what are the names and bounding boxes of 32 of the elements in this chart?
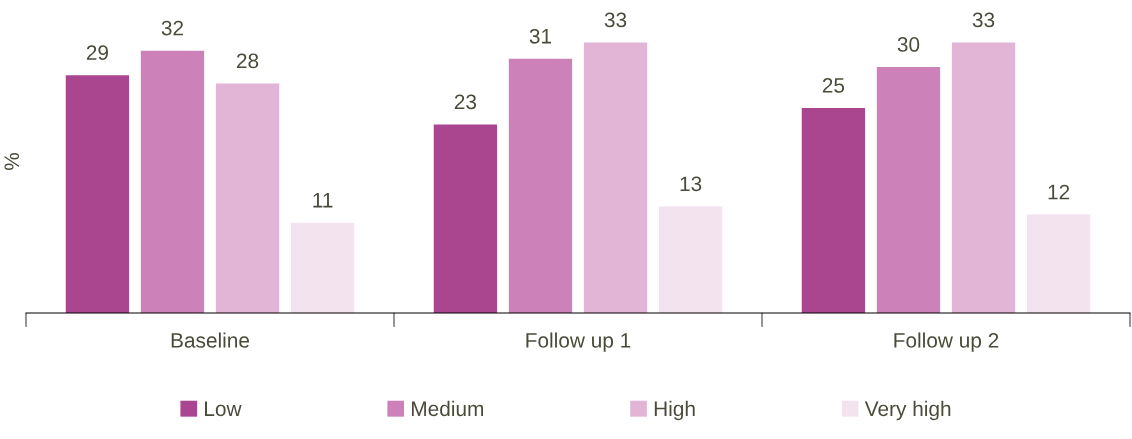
data-label: 29 [86, 45, 108, 61]
data-label: 28 [237, 53, 259, 69]
bar [65, 75, 130, 313]
data-label: 33 [604, 12, 627, 28]
bar [1026, 214, 1091, 313]
data-label: 33 [972, 12, 995, 28]
legend-label: Medium [412, 400, 484, 417]
bar [951, 42, 1016, 313]
data-label: 25 [822, 78, 845, 93]
legend-label: Low [205, 401, 242, 417]
bar [876, 67, 941, 313]
data-label: 31 [529, 28, 552, 44]
data-label: 13 [680, 176, 702, 192]
bar [801, 108, 866, 313]
y-axis-title: % [4, 152, 20, 171]
bar [290, 222, 355, 313]
data-label: 23 [454, 94, 477, 110]
x-tick-label: Baseline [171, 332, 250, 348]
bar [433, 124, 498, 313]
bar [140, 50, 205, 313]
x-tick-label: Follow up 1 [526, 332, 631, 352]
bar [215, 83, 280, 313]
x-tick-label: Follow up 2 [894, 332, 999, 352]
bar [508, 58, 573, 313]
data-label: 32 [161, 20, 184, 36]
data-label: 11 [313, 193, 333, 208]
bar [658, 206, 723, 313]
data-label: 12 [1048, 184, 1070, 200]
data-label: 30 [897, 37, 920, 52]
legend-label: High [654, 400, 695, 421]
bar [583, 42, 648, 313]
legend-label: Very high [864, 400, 951, 421]
